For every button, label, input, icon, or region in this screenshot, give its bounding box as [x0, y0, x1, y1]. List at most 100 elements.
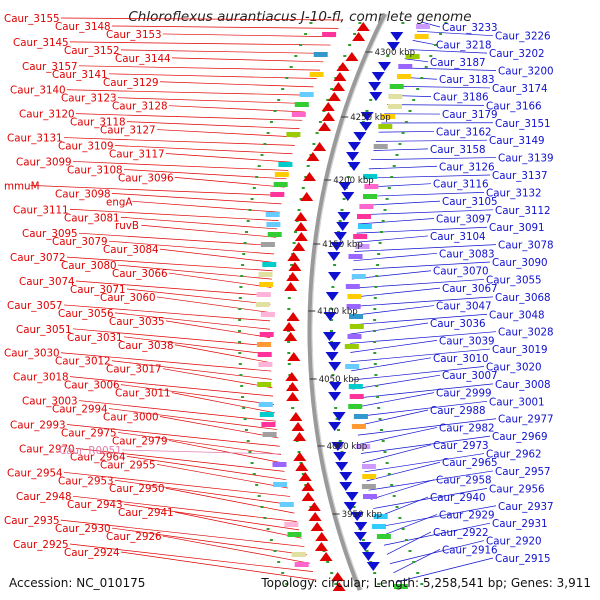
gene-label-caur-3008: Caur_3008 — [495, 379, 551, 391]
reverse-leader-line — [350, 296, 494, 307]
forward-gene-arrow — [302, 172, 316, 181]
gene-label-caur-3017: Caur_3017 — [106, 364, 162, 376]
reverse-gene-arrow — [333, 232, 347, 241]
forward-leader-line — [132, 200, 281, 213]
forward-leader-line — [123, 503, 300, 531]
reverse-cog-block — [373, 144, 388, 149]
guide-arc-outer-reverse-dot — [380, 429, 383, 431]
guide-arc-outer-forward-dot — [238, 363, 242, 365]
reverse-cog-block — [348, 404, 363, 409]
ruler-label-4250-kbp: 4250 kbp — [350, 113, 391, 123]
guide-arc-outer-reverse-dot — [385, 198, 389, 200]
guide-arc-outer-forward-dot — [241, 396, 245, 398]
reverse-gene-arrow — [386, 42, 400, 51]
gene-label-caur-3098: Caur_3098 — [55, 188, 111, 200]
gene-label-caur-2975: Caur_2975 — [61, 427, 117, 439]
feature-tracks — [238, 22, 448, 591]
guide-arc-outer-reverse-dot — [373, 330, 376, 332]
forward-leader-line — [159, 248, 274, 263]
guide-arc-outer-reverse-dot — [381, 440, 385, 442]
gene-label-caur-3200: Caur_3200 — [498, 66, 554, 78]
forward-leader-line — [69, 543, 314, 572]
gene-label-caur-3148: Caur_3148 — [55, 21, 111, 33]
map-title: Chloroflexus aurantiacus J-10-fl, comple… — [128, 9, 472, 25]
forward-leader-line — [117, 97, 308, 104]
reverse-leader-line — [353, 252, 438, 262]
footer: Accession: NC_010175 Topology: circular;… — [0, 576, 600, 592]
forward-cog-block — [255, 302, 270, 307]
reverse-leader-line — [349, 313, 488, 326]
guide-arc-inner-reverse-dot — [340, 209, 344, 211]
gene-label-caur-3072: Caur_3072 — [10, 252, 66, 264]
gene-label-caur-2964: Caur_2964 — [70, 451, 126, 463]
gene-label-caur-3139: Caur_3139 — [498, 153, 554, 165]
gene-label-mmum: mmuM — [4, 180, 39, 192]
forward-cog-block — [258, 272, 273, 277]
guide-arc-outer-reverse-dot — [374, 374, 378, 376]
guide-arc-outer-forward-dot — [309, 22, 313, 24]
gene-label-caur-3126: Caur_3126 — [439, 161, 495, 173]
gene-label-caur-3112: Caur_3112 — [495, 205, 551, 217]
forward-leader-line — [75, 448, 285, 472]
guide-arc-outer-reverse-dot — [395, 154, 399, 156]
forward-cog-block — [294, 102, 309, 107]
guide-arc-outer-forward-dot — [289, 66, 293, 68]
reverse-leader-line — [351, 357, 432, 372]
reverse-leader-line — [350, 287, 441, 298]
gene-label-caur-2957: Caur_2957 — [495, 466, 551, 478]
reverse-cog-block — [344, 344, 359, 349]
guide-arc-outer-reverse-dot — [444, 22, 448, 24]
guide-arc-inner-forward-dot — [348, 44, 352, 46]
guide-arc-outer-forward-dot — [243, 242, 247, 244]
reverse-leader-line — [378, 131, 435, 133]
guide-arc-inner-forward-dot — [334, 583, 338, 585]
gene-label-caur-3078: Caur_3078 — [498, 240, 554, 252]
gene-label-caur-3007: Caur_3007 — [442, 370, 498, 382]
guide-arc-outer-forward-dot — [238, 297, 242, 299]
guide-arc-outer-forward-dot — [250, 198, 254, 200]
forward-leader-line — [156, 463, 289, 489]
reverse-leader-line — [393, 85, 491, 89]
reverse-gene-arrow — [347, 162, 361, 171]
reverse-leader-line — [359, 427, 438, 445]
reverse-leader-line — [421, 21, 441, 28]
reverse-cog-block — [393, 584, 408, 589]
guide-arc-outer-forward-dot — [266, 132, 270, 134]
forward-cog-block — [272, 462, 287, 467]
gene-label-caur-2950: Caur_2950 — [109, 483, 165, 495]
gene-label-caur-3155: Caur_3155 — [4, 13, 60, 25]
gene-label-caur-2953: Caur_2953 — [58, 475, 114, 487]
guide-arc-outer-reverse-dot — [404, 121, 408, 123]
guide-arc-inner-reverse-dot — [330, 308, 334, 310]
gene-label-caur-2948: Caur_2948 — [16, 491, 72, 503]
gene-label-caur-3157: Caur_3157 — [22, 61, 78, 73]
gene-label-caur-2970: Caur_2970 — [19, 443, 75, 455]
guide-arc-outer-reverse-dot — [383, 209, 387, 211]
forward-cog-block — [284, 522, 299, 527]
reverse-gene-arrow — [339, 472, 353, 481]
forward-leader-line — [69, 208, 279, 221]
reverse-leader-line — [393, 548, 441, 574]
reverse-cog-block — [363, 194, 377, 199]
guide-arc-outer-reverse-dot — [373, 352, 377, 354]
forward-gene-arrow — [352, 32, 366, 41]
forward-gene-arrow — [315, 532, 329, 541]
guide-arc-outer-forward-dot — [239, 286, 243, 288]
guide-arc-outer-reverse-dot — [376, 264, 380, 266]
guide-arc-outer-reverse-dot — [408, 110, 412, 112]
guide-arc-outer-reverse-dot — [390, 484, 394, 486]
reverse-leader-line — [412, 40, 435, 45]
forward-gene-arrow — [345, 52, 359, 61]
gene-label-caur-2958: Caur_2958 — [436, 475, 492, 487]
gene-label-caur-3012: Caur_3012 — [55, 356, 111, 368]
forward-cog-block — [313, 52, 328, 57]
reverse-gene-arrow — [328, 362, 342, 371]
gene-label-caur-2988: Caur_2988 — [430, 405, 486, 417]
reverse-leader-line — [371, 157, 497, 161]
gene-label-caur-3111: Caur_3111 — [13, 204, 69, 216]
guide-arc-inner-forward-dot — [297, 451, 301, 453]
guide-arc-inner-reverse-dot — [365, 550, 369, 552]
gene-label-caur-2982: Caur_2982 — [439, 422, 495, 434]
forward-leader-line — [78, 232, 276, 247]
gene-label-caur-3084: Caur_3084 — [103, 244, 159, 256]
